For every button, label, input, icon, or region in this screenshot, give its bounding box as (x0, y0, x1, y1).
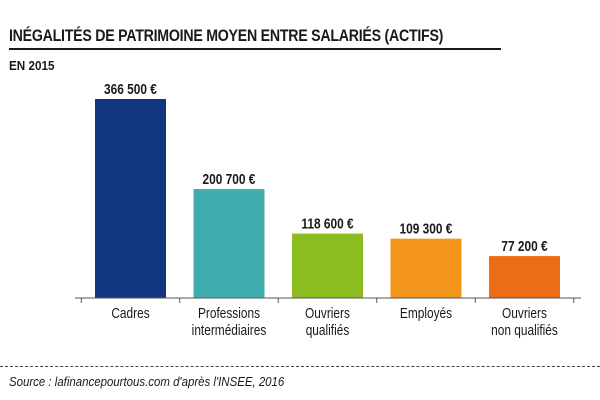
bar-3 (390, 238, 462, 298)
value-labels-layer: 366 500 € 200 700 € 118 600 € 109 300 € 77 2… (104, 81, 548, 254)
category-label: Cadres (111, 305, 150, 321)
ticks-layer (80, 298, 575, 303)
value-label: 118 600 € (301, 215, 354, 231)
bar-0 (95, 99, 166, 298)
bar-2 (292, 233, 363, 298)
source-note: Source : lafinancepourtous.com d'après l… (9, 374, 285, 389)
source-divider (0, 366, 600, 367)
value-label: 366 500 € (104, 81, 157, 97)
category-labels-layer: Cadres ProfessionsintermédiairesOuvriersq… (111, 305, 558, 338)
chart-title: INÉGALITÉS DE PATRIMOINE MOYEN ENTRE SAL… (9, 27, 444, 45)
value-label: 77 200 € (501, 238, 548, 254)
category-label: Professions (198, 305, 260, 321)
category-label: Employés (400, 305, 453, 321)
category-label: non qualifiés (491, 322, 558, 338)
value-label: 109 300 € (400, 221, 453, 237)
category-label: intermédiaires (192, 322, 267, 338)
title-underline (9, 48, 501, 50)
bar-1 (193, 189, 265, 298)
chart-subtitle: EN 2015 (9, 58, 55, 73)
category-label: Ouvriers (502, 305, 547, 321)
category-label: Ouvriers (305, 305, 350, 321)
value-label: 200 700 € (203, 171, 256, 187)
category-label: qualifiés (306, 322, 350, 338)
bars-layer (95, 99, 560, 298)
bar-4 (489, 256, 560, 298)
